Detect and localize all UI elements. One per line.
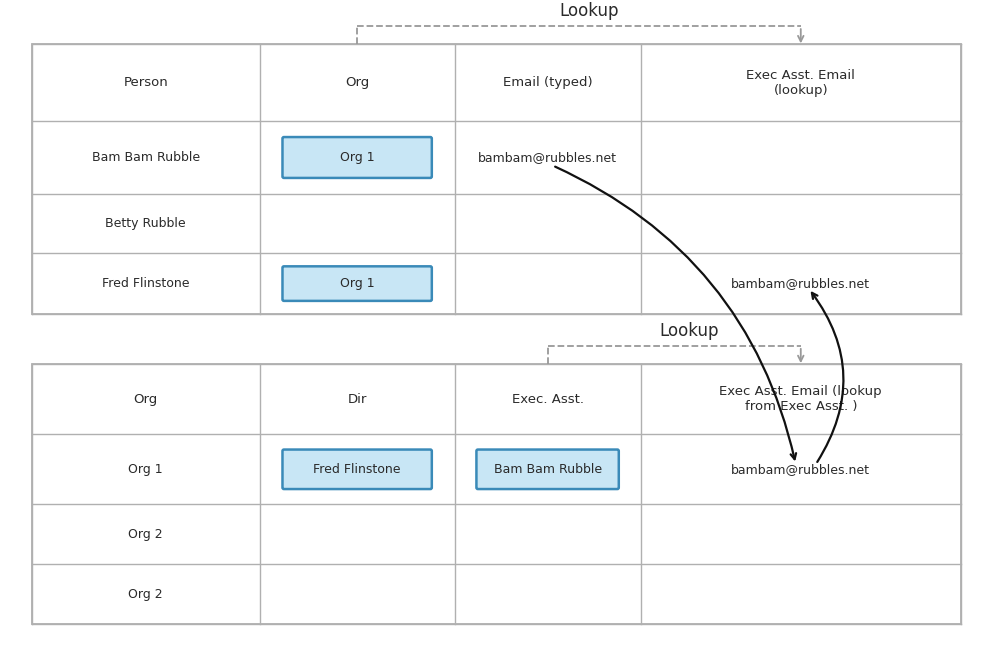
Text: Exec Asst. Email (lookup
from Exec Asst. ): Exec Asst. Email (lookup from Exec Asst.…	[719, 385, 882, 413]
Text: Betty Rubble: Betty Rubble	[106, 217, 186, 230]
Text: bambam@rubbles.net: bambam@rubbles.net	[731, 463, 870, 476]
Text: Org 1: Org 1	[340, 151, 375, 164]
Text: Fred Flinstone: Fred Flinstone	[314, 463, 401, 476]
Bar	[32, 44, 961, 314]
Text: Bam Bam Rubble: Bam Bam Rubble	[494, 463, 601, 476]
Text: Org 1: Org 1	[340, 277, 375, 290]
Text: Email (typed): Email (typed)	[502, 76, 592, 89]
Bar	[32, 364, 961, 624]
FancyBboxPatch shape	[283, 450, 432, 489]
FancyBboxPatch shape	[283, 266, 432, 301]
Text: Exec. Asst.: Exec. Asst.	[511, 393, 583, 406]
Text: bambam@rubbles.net: bambam@rubbles.net	[479, 151, 617, 164]
Text: Org 2: Org 2	[129, 528, 163, 541]
Text: Fred Flinstone: Fred Flinstone	[102, 277, 190, 290]
Text: Org 2: Org 2	[129, 588, 163, 601]
Text: Org 1: Org 1	[129, 463, 163, 476]
Text: Exec Asst. Email
(lookup): Exec Asst. Email (lookup)	[746, 69, 855, 97]
Text: Dir: Dir	[348, 393, 367, 406]
Text: Org: Org	[345, 76, 370, 89]
Text: Bam Bam Rubble: Bam Bam Rubble	[92, 151, 200, 164]
FancyBboxPatch shape	[283, 137, 432, 178]
Text: Lookup: Lookup	[559, 2, 618, 20]
Text: Lookup: Lookup	[659, 322, 719, 340]
Text: bambam@rubbles.net: bambam@rubbles.net	[731, 277, 870, 290]
FancyBboxPatch shape	[477, 450, 618, 489]
Text: Org: Org	[134, 393, 158, 406]
Text: Person: Person	[124, 76, 168, 89]
